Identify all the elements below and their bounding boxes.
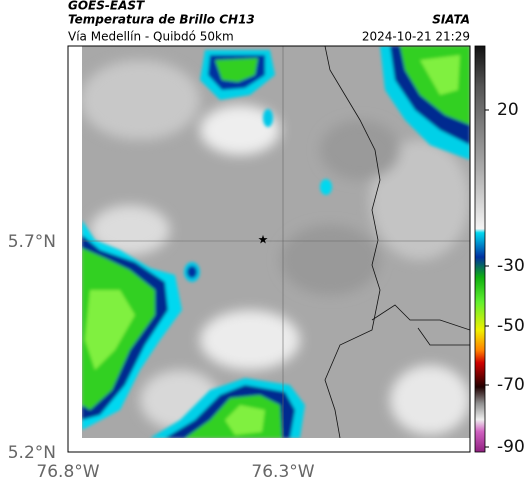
colorbar xyxy=(474,45,489,453)
timestamp: 2024-10-21 21:29 xyxy=(362,30,470,44)
lon-label: 76.8°W xyxy=(36,462,99,482)
colorbar-label: -50 xyxy=(497,316,525,336)
title: Temperatura de Brillo CH13 xyxy=(68,13,255,27)
colorbar-label: 20 xyxy=(497,100,519,120)
brand: SIATA xyxy=(432,13,470,27)
subtitle: Vía Medellín - Quibdó 50km xyxy=(68,30,234,44)
colorbar-label: -30 xyxy=(497,256,525,276)
lon-label: 76.3°W xyxy=(251,462,314,482)
location-marker: ★ xyxy=(258,233,269,247)
map-frame xyxy=(67,45,471,453)
source: GOES-EAST xyxy=(68,0,145,13)
lat-label: 5.2°N xyxy=(8,443,56,463)
colorbar-label: -70 xyxy=(497,375,525,395)
lat-label: 5.7°N xyxy=(8,232,56,252)
colorbar-label: -90 xyxy=(497,437,525,457)
satellite-image: ★ xyxy=(82,46,470,438)
